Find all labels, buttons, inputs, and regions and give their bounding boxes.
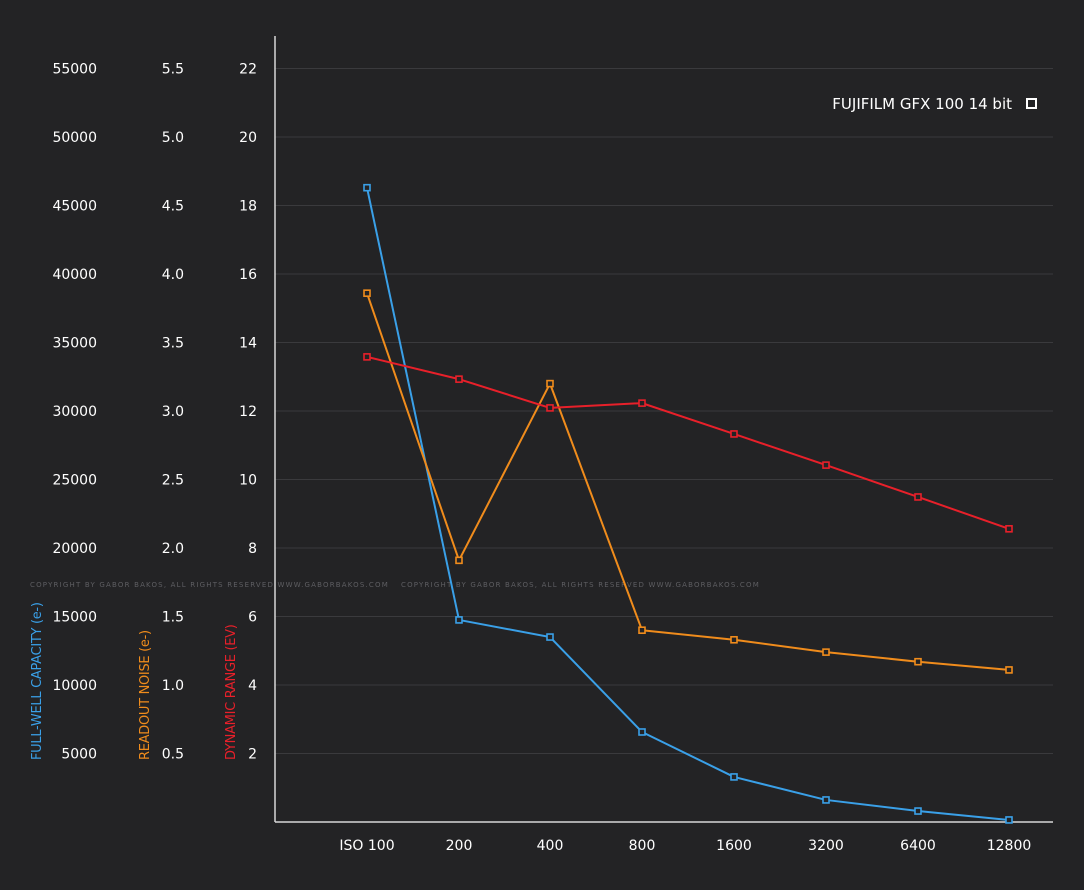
data-point-dr	[363, 353, 371, 361]
series-dr	[363, 353, 1013, 533]
watermark-text: COPYRIGHT BY GABOR BAKOS, ALL RIGHTS RES…	[30, 581, 389, 589]
data-point-dr	[914, 493, 922, 501]
y-tick-noise: 1.5	[162, 610, 184, 626]
y-tick-noise: 1.0	[162, 678, 184, 694]
y-tick-fwc: 15000	[52, 610, 97, 626]
axis-title-dr: DYNAMIC RANGE (EV)	[224, 624, 239, 760]
x-tick-label: ISO 100	[339, 838, 394, 854]
x-tick-label: 6400	[900, 838, 936, 854]
y-tick-dr: 2	[248, 747, 257, 763]
y-tick-noise: 2.0	[162, 541, 184, 557]
data-point-fwc	[1005, 816, 1013, 824]
axis-title-noise: READOUT NOISE (e-)	[138, 630, 153, 760]
y-tick-fwc: 10000	[52, 678, 97, 694]
data-point-fwc	[455, 616, 463, 624]
data-point-noise	[1005, 666, 1013, 674]
x-tick-labels: ISO 100 200 400 800 1600 3200 6400 12800	[339, 838, 1031, 854]
data-point-fwc	[546, 633, 554, 641]
y-tick-fwc: 50000	[52, 130, 97, 146]
y-tick-fwc: 20000	[52, 541, 97, 557]
series-line-noise	[366, 292, 1010, 671]
data-point-fwc	[638, 728, 646, 736]
y-tick-dr: 10	[239, 473, 257, 489]
y-tick-noise: 3.5	[162, 336, 184, 352]
legend-label: FUJIFILM GFX 100 14 bit	[832, 95, 1012, 113]
data-point-fwc	[822, 796, 830, 804]
y-tick-dr: 12	[239, 404, 257, 420]
series	[363, 183, 1013, 824]
data-point-dr	[1005, 525, 1013, 533]
y-tick-fwc: 30000	[52, 404, 97, 420]
data-point-fwc	[363, 183, 371, 192]
data-point-dr	[822, 461, 830, 469]
y-tick-dr: 18	[239, 199, 257, 215]
legend: FUJIFILM GFX 100 14 bit	[832, 95, 1037, 113]
data-point-dr	[546, 404, 554, 412]
y-tick-noise: 0.5	[162, 747, 184, 763]
y-tick-dr: 14	[239, 336, 257, 352]
y-tick-dr: 16	[239, 267, 257, 283]
y-tick-noise: 4.5	[162, 199, 184, 215]
y-tick-dr: 6	[248, 610, 257, 626]
x-tick-label: 12800	[987, 838, 1032, 854]
data-point-noise	[914, 657, 922, 666]
y-tick-noise: 5.5	[162, 62, 184, 78]
y-tick-noise: 3.0	[162, 404, 184, 420]
data-point-noise	[638, 626, 646, 635]
y-tick-noise: 5.0	[162, 130, 184, 146]
y-tick-dr: 22	[239, 62, 257, 78]
y-tick-noise: 2.5	[162, 473, 184, 489]
data-point-noise	[822, 648, 830, 656]
series-noise	[363, 289, 1013, 674]
y-tick-dr: 20	[239, 130, 257, 146]
series-line-fwc	[366, 187, 1010, 821]
y-tick-fwc: 35000	[52, 336, 97, 352]
y-tick-fwc: 45000	[52, 199, 97, 215]
x-tick-label: 800	[629, 838, 656, 854]
axis-titles: FULL-WELL CAPACITY (e-) READOUT NOISE (e-…	[30, 602, 239, 760]
data-point-noise	[546, 379, 554, 388]
data-point-dr	[730, 430, 738, 438]
x-tick-label: 200	[446, 838, 473, 854]
data-point-dr	[638, 399, 646, 407]
data-point-noise	[730, 635, 738, 644]
axes	[274, 36, 1053, 823]
y-tick-labels: 5000 10000 15000 20000 25000 30000 35000 40000 4…	[52, 62, 257, 763]
y-tick-noise: 4.0	[162, 267, 184, 283]
data-point-noise	[363, 289, 371, 297]
x-tick-label: 3200	[808, 838, 844, 854]
y-tick-fwc: 55000	[52, 62, 97, 78]
y-tick-fwc: 5000	[61, 747, 97, 763]
data-point-noise	[455, 556, 463, 565]
watermark-text: COPYRIGHT BY GABOR BAKOS, ALL RIGHTS RES…	[401, 581, 760, 589]
y-tick-dr: 4	[248, 678, 257, 694]
data-point-fwc	[730, 773, 738, 781]
data-point-dr	[455, 375, 463, 383]
y-tick-fwc: 25000	[52, 473, 97, 489]
y-tick-fwc: 40000	[52, 267, 97, 283]
x-tick-label: 400	[537, 838, 564, 854]
x-tick-label: 1600	[716, 838, 752, 854]
watermark: COPYRIGHT BY GABOR BAKOS, ALL RIGHTS RES…	[30, 581, 760, 589]
legend-marker-icon	[1026, 98, 1037, 109]
series-fwc	[363, 183, 1013, 824]
y-tick-dr: 8	[248, 541, 257, 557]
series-line-dr	[366, 355, 1010, 530]
axis-title-fwc: FULL-WELL CAPACITY (e-)	[30, 602, 45, 760]
data-point-fwc	[914, 807, 922, 815]
